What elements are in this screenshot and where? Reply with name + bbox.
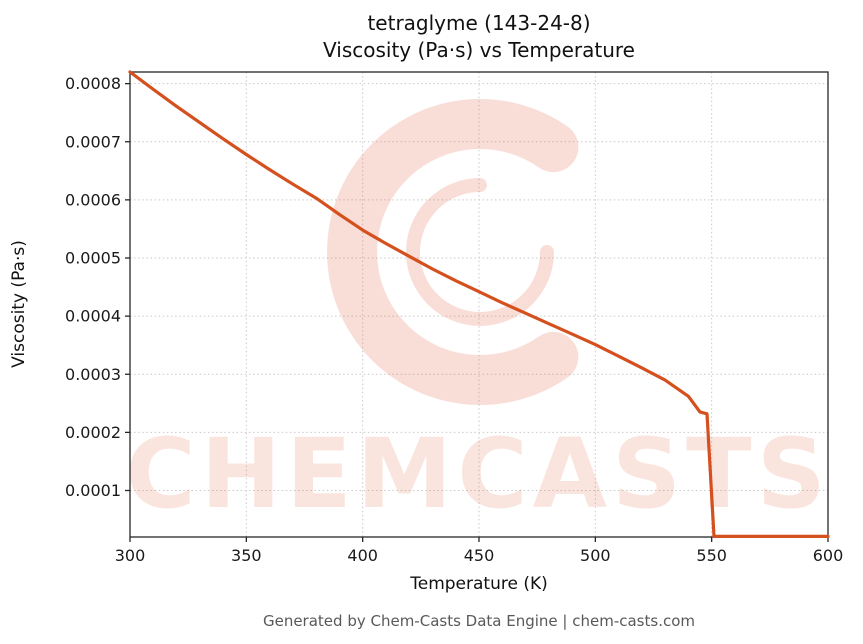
chart-title-line1: tetraglyme (143-24-8) xyxy=(367,11,590,35)
x-tick-label: 450 xyxy=(464,546,495,565)
y-tick-label: 0.0005 xyxy=(65,249,121,268)
viscosity-line-series xyxy=(128,70,830,539)
y-tick-label: 0.0001 xyxy=(65,481,121,500)
watermark-text: CHEMCASTS xyxy=(125,418,830,530)
x-tick-label: 500 xyxy=(580,546,611,565)
x-tick-label: 550 xyxy=(696,546,727,565)
x-tick-label: 300 xyxy=(115,546,146,565)
axes-layer: 300 350 400 450 500 550 600 0.0001 0.0002 0.0003 0… xyxy=(65,70,844,565)
x-tick-label: 350 xyxy=(231,546,262,565)
y-tick-label: 0.0007 xyxy=(65,132,121,151)
grid-layer xyxy=(129,72,829,537)
y-tick-label: 0.0003 xyxy=(65,365,121,384)
x-axis-label: Temperature (K) xyxy=(409,574,548,594)
y-axis-label: Viscosity (Pa·s) xyxy=(9,240,29,368)
watermark: CHEMCASTS xyxy=(125,99,830,530)
y-tick-label: 0.0004 xyxy=(65,307,121,326)
chart-title-line2: Viscosity (Pa·s) vs Temperature xyxy=(323,38,635,62)
y-tick-label: 0.0006 xyxy=(65,190,121,209)
chemcasts-logo-swirl-icon xyxy=(406,178,554,326)
x-tick-label: 600 xyxy=(813,546,844,565)
y-tick-label: 0.0002 xyxy=(65,423,121,442)
chemcasts-logo-icon xyxy=(327,99,579,405)
y-tick-label: 0.0008 xyxy=(65,74,121,93)
footer-credit: Generated by Chem-Casts Data Engine | ch… xyxy=(263,612,695,630)
x-tick-label: 400 xyxy=(347,546,378,565)
